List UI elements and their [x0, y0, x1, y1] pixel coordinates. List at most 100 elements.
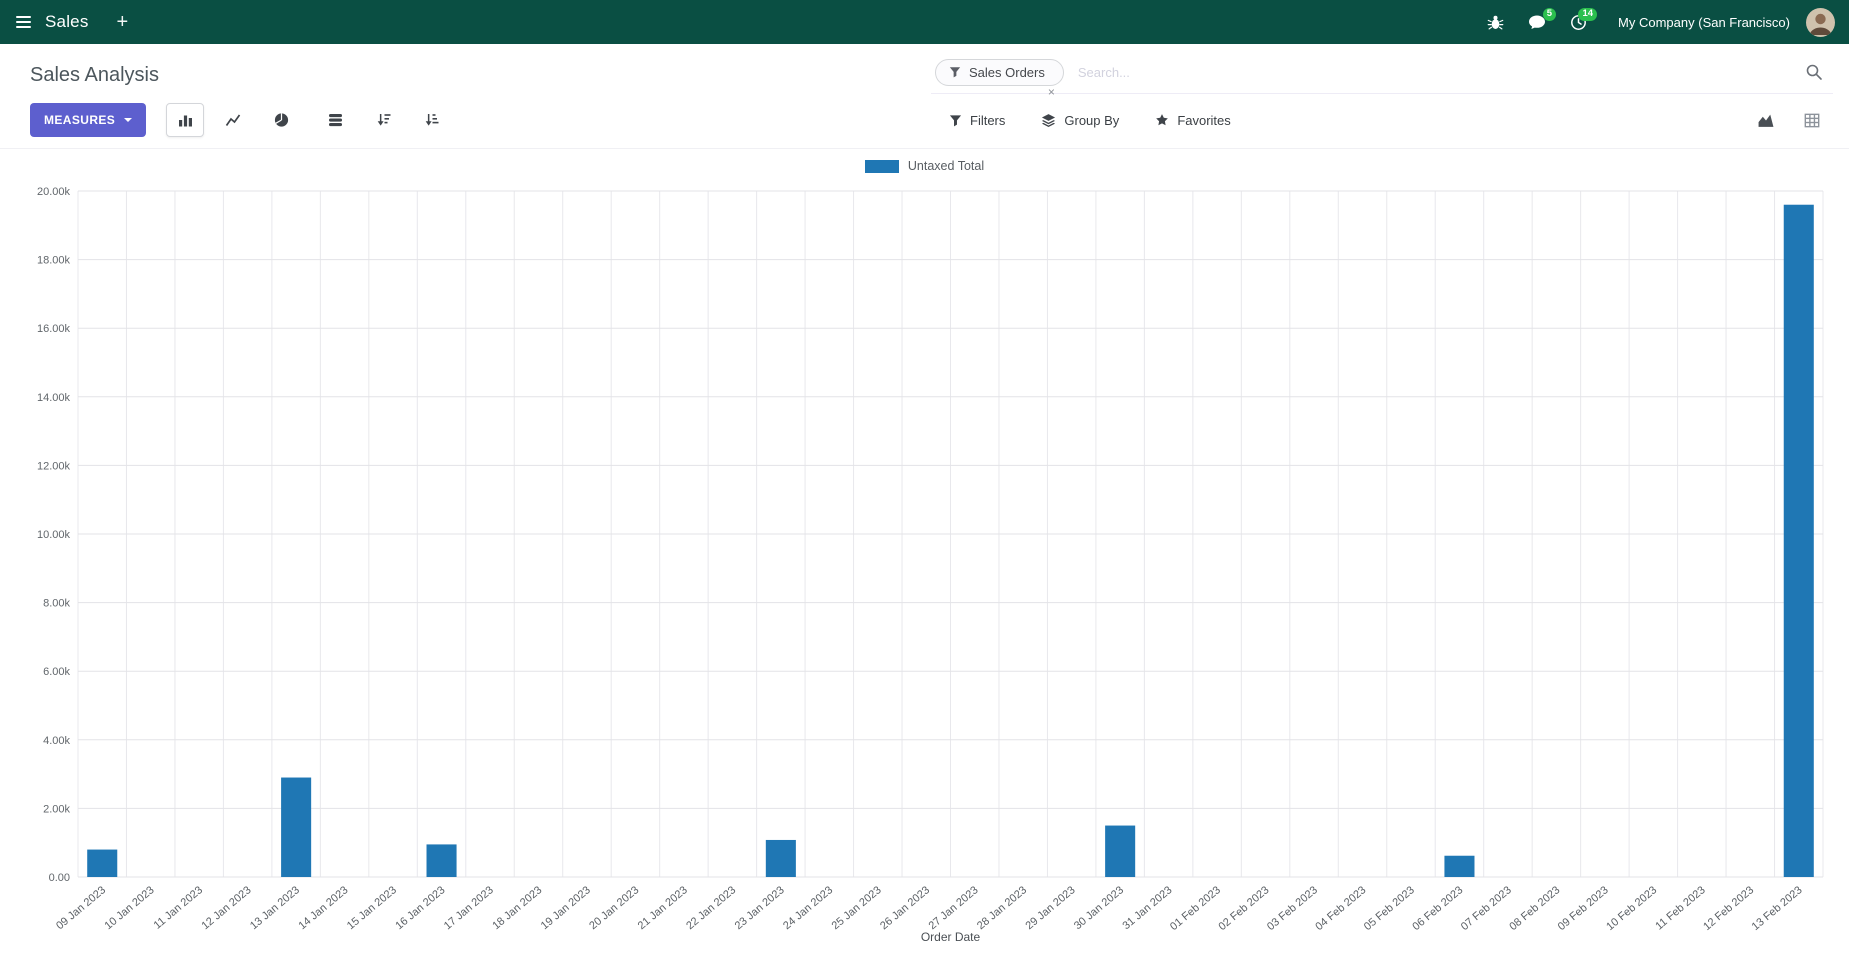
svg-text:01 Feb 2023: 01 Feb 2023	[1168, 884, 1223, 933]
svg-text:09 Jan 2023: 09 Jan 2023	[54, 884, 108, 932]
search-button[interactable]	[1803, 61, 1825, 83]
measures-button[interactable]: MEASURES	[30, 103, 147, 137]
group-by-button[interactable]: Group By	[1039, 107, 1121, 134]
svg-text:16 Jan 2023: 16 Jan 2023	[393, 884, 447, 932]
sort-ascending-button[interactable]	[412, 103, 450, 137]
breadcrumb-row: Sales Analysis Sales Orders ×	[0, 52, 1849, 98]
svg-text:0.00: 0.00	[49, 872, 70, 884]
funnel-icon	[949, 67, 961, 78]
svg-text:04 Feb 2023: 04 Feb 2023	[1313, 884, 1368, 933]
svg-text:12.00k: 12.00k	[37, 460, 71, 472]
svg-text:21 Jan 2023: 21 Jan 2023	[636, 884, 690, 932]
stacked-toggle-button[interactable]	[316, 103, 354, 137]
sort-asc-icon	[425, 114, 439, 126]
hamburger-icon	[16, 13, 31, 31]
search-facet-label: Sales Orders	[969, 64, 1045, 80]
favorites-button[interactable]: Favorites	[1153, 107, 1232, 134]
legend-label: Untaxed Total	[907, 159, 985, 173]
pivot-table-icon	[1804, 113, 1820, 127]
caret-down-icon	[124, 118, 133, 122]
svg-text:27 Jan 2023: 27 Jan 2023	[927, 884, 981, 932]
svg-text:02 Feb 2023: 02 Feb 2023	[1216, 884, 1271, 933]
sales-bar-chart[interactable]: 0.00 2.00k 4.00k 6.00k 8.00k 10.00k 12.00k 14.0…	[16, 177, 1833, 947]
chart-option-group	[316, 103, 450, 137]
svg-text:19 Jan 2023: 19 Jan 2023	[539, 884, 593, 932]
new-tab-button[interactable]: +	[109, 9, 137, 36]
legend-swatch	[864, 159, 899, 173]
messages-button[interactable]: 5	[1519, 7, 1557, 37]
chart-legend[interactable]: Untaxed Total	[16, 155, 1833, 177]
svg-text:6.00k: 6.00k	[43, 666, 70, 678]
svg-text:11 Jan 2023: 11 Jan 2023	[152, 884, 205, 932]
svg-text:29 Jan 2023: 29 Jan 2023	[1024, 884, 1078, 932]
svg-text:14.00k: 14.00k	[37, 392, 71, 404]
svg-text:07 Feb 2023: 07 Feb 2023	[1459, 884, 1514, 933]
stacked-icon	[328, 114, 342, 127]
line-chart-button[interactable]	[214, 103, 252, 137]
svg-text:2.00k: 2.00k	[43, 803, 70, 815]
measures-label: MEASURES	[44, 113, 116, 127]
svg-text:09 Feb 2023: 09 Feb 2023	[1556, 884, 1611, 933]
filters-button[interactable]: Filters	[947, 107, 1007, 134]
svg-text:12 Jan 2023: 12 Jan 2023	[199, 884, 253, 932]
graph-view-button[interactable]	[1753, 108, 1779, 133]
svg-text:08 Feb 2023: 08 Feb 2023	[1507, 884, 1562, 933]
search-input[interactable]	[1075, 63, 1791, 81]
svg-text:30 Jan 2023: 30 Jan 2023	[1072, 884, 1126, 932]
pie-chart-button[interactable]	[262, 103, 300, 137]
svg-text:22 Jan 2023: 22 Jan 2023	[684, 884, 738, 932]
magnifier-icon	[1806, 64, 1822, 80]
bar-chart-icon	[178, 115, 192, 127]
svg-text:13 Feb 2023: 13 Feb 2023	[1750, 884, 1805, 933]
apps-menu-button[interactable]	[8, 5, 39, 39]
area-chart-icon	[1758, 114, 1774, 127]
debug-button[interactable]	[1478, 8, 1513, 37]
bar-chart-button[interactable]	[166, 103, 205, 137]
sort-desc-icon	[377, 114, 391, 126]
svg-text:14 Jan 2023: 14 Jan 2023	[296, 884, 350, 932]
svg-text:31 Jan 2023: 31 Jan 2023	[1120, 884, 1174, 932]
sort-descending-button[interactable]	[364, 103, 402, 137]
line-chart-icon	[225, 114, 240, 126]
svg-text:11 Feb 2023: 11 Feb 2023	[1653, 884, 1707, 932]
svg-text:26 Jan 2023: 26 Jan 2023	[878, 884, 932, 932]
svg-text:18 Jan 2023: 18 Jan 2023	[490, 884, 544, 932]
page-title: Sales Analysis	[30, 63, 159, 86]
messages-badge: 5	[1542, 7, 1557, 21]
star-icon	[1156, 114, 1169, 126]
svg-text:06 Feb 2023: 06 Feb 2023	[1410, 884, 1465, 933]
svg-text:12 Feb 2023: 12 Feb 2023	[1701, 884, 1756, 933]
favorites-label: Favorites	[1177, 112, 1231, 128]
search-facet[interactable]: Sales Orders	[935, 58, 1064, 86]
user-avatar[interactable]	[1806, 7, 1835, 37]
search-options-group: Filters Group By Favorites	[947, 107, 1233, 134]
chart-type-group	[166, 103, 300, 137]
navbar-left: Sales +	[8, 5, 136, 39]
activities-button[interactable]: 14	[1561, 7, 1598, 37]
svg-text:05 Feb 2023: 05 Feb 2023	[1362, 884, 1417, 933]
app-name[interactable]: Sales	[45, 12, 89, 31]
activities-badge: 14	[1578, 7, 1598, 21]
view-switcher	[1753, 108, 1825, 133]
svg-text:13 Jan 2023: 13 Jan 2023	[248, 884, 302, 932]
search-bar[interactable]: Sales Orders ×	[931, 57, 1833, 98]
svg-text:03 Feb 2023: 03 Feb 2023	[1265, 884, 1320, 933]
svg-text:10.00k: 10.00k	[37, 529, 71, 541]
company-switcher[interactable]: My Company (San Francisco)	[1618, 14, 1790, 30]
chat-icon	[1529, 15, 1546, 29]
facet-remove-button[interactable]: ×	[1047, 84, 1055, 99]
search-facet-wrap: Sales Orders ×	[935, 58, 1064, 98]
svg-text:18.00k: 18.00k	[37, 255, 71, 267]
svg-text:10 Jan 2023: 10 Jan 2023	[103, 884, 157, 932]
svg-text:23 Jan 2023: 23 Jan 2023	[733, 884, 787, 932]
svg-text:16.00k: 16.00k	[37, 323, 71, 335]
bug-icon	[1487, 15, 1504, 29]
pie-chart-icon	[274, 113, 288, 127]
svg-text:20 Jan 2023: 20 Jan 2023	[587, 884, 641, 932]
chart-area: Untaxed Total 0.00 2.00k 4.00k 6.00k 8.00k 10…	[0, 149, 1849, 947]
group-by-label: Group By	[1064, 112, 1120, 128]
pivot-view-button[interactable]	[1799, 108, 1825, 133]
svg-text:10 Feb 2023: 10 Feb 2023	[1604, 884, 1659, 933]
svg-text:15 Jan 2023: 15 Jan 2023	[345, 884, 399, 932]
